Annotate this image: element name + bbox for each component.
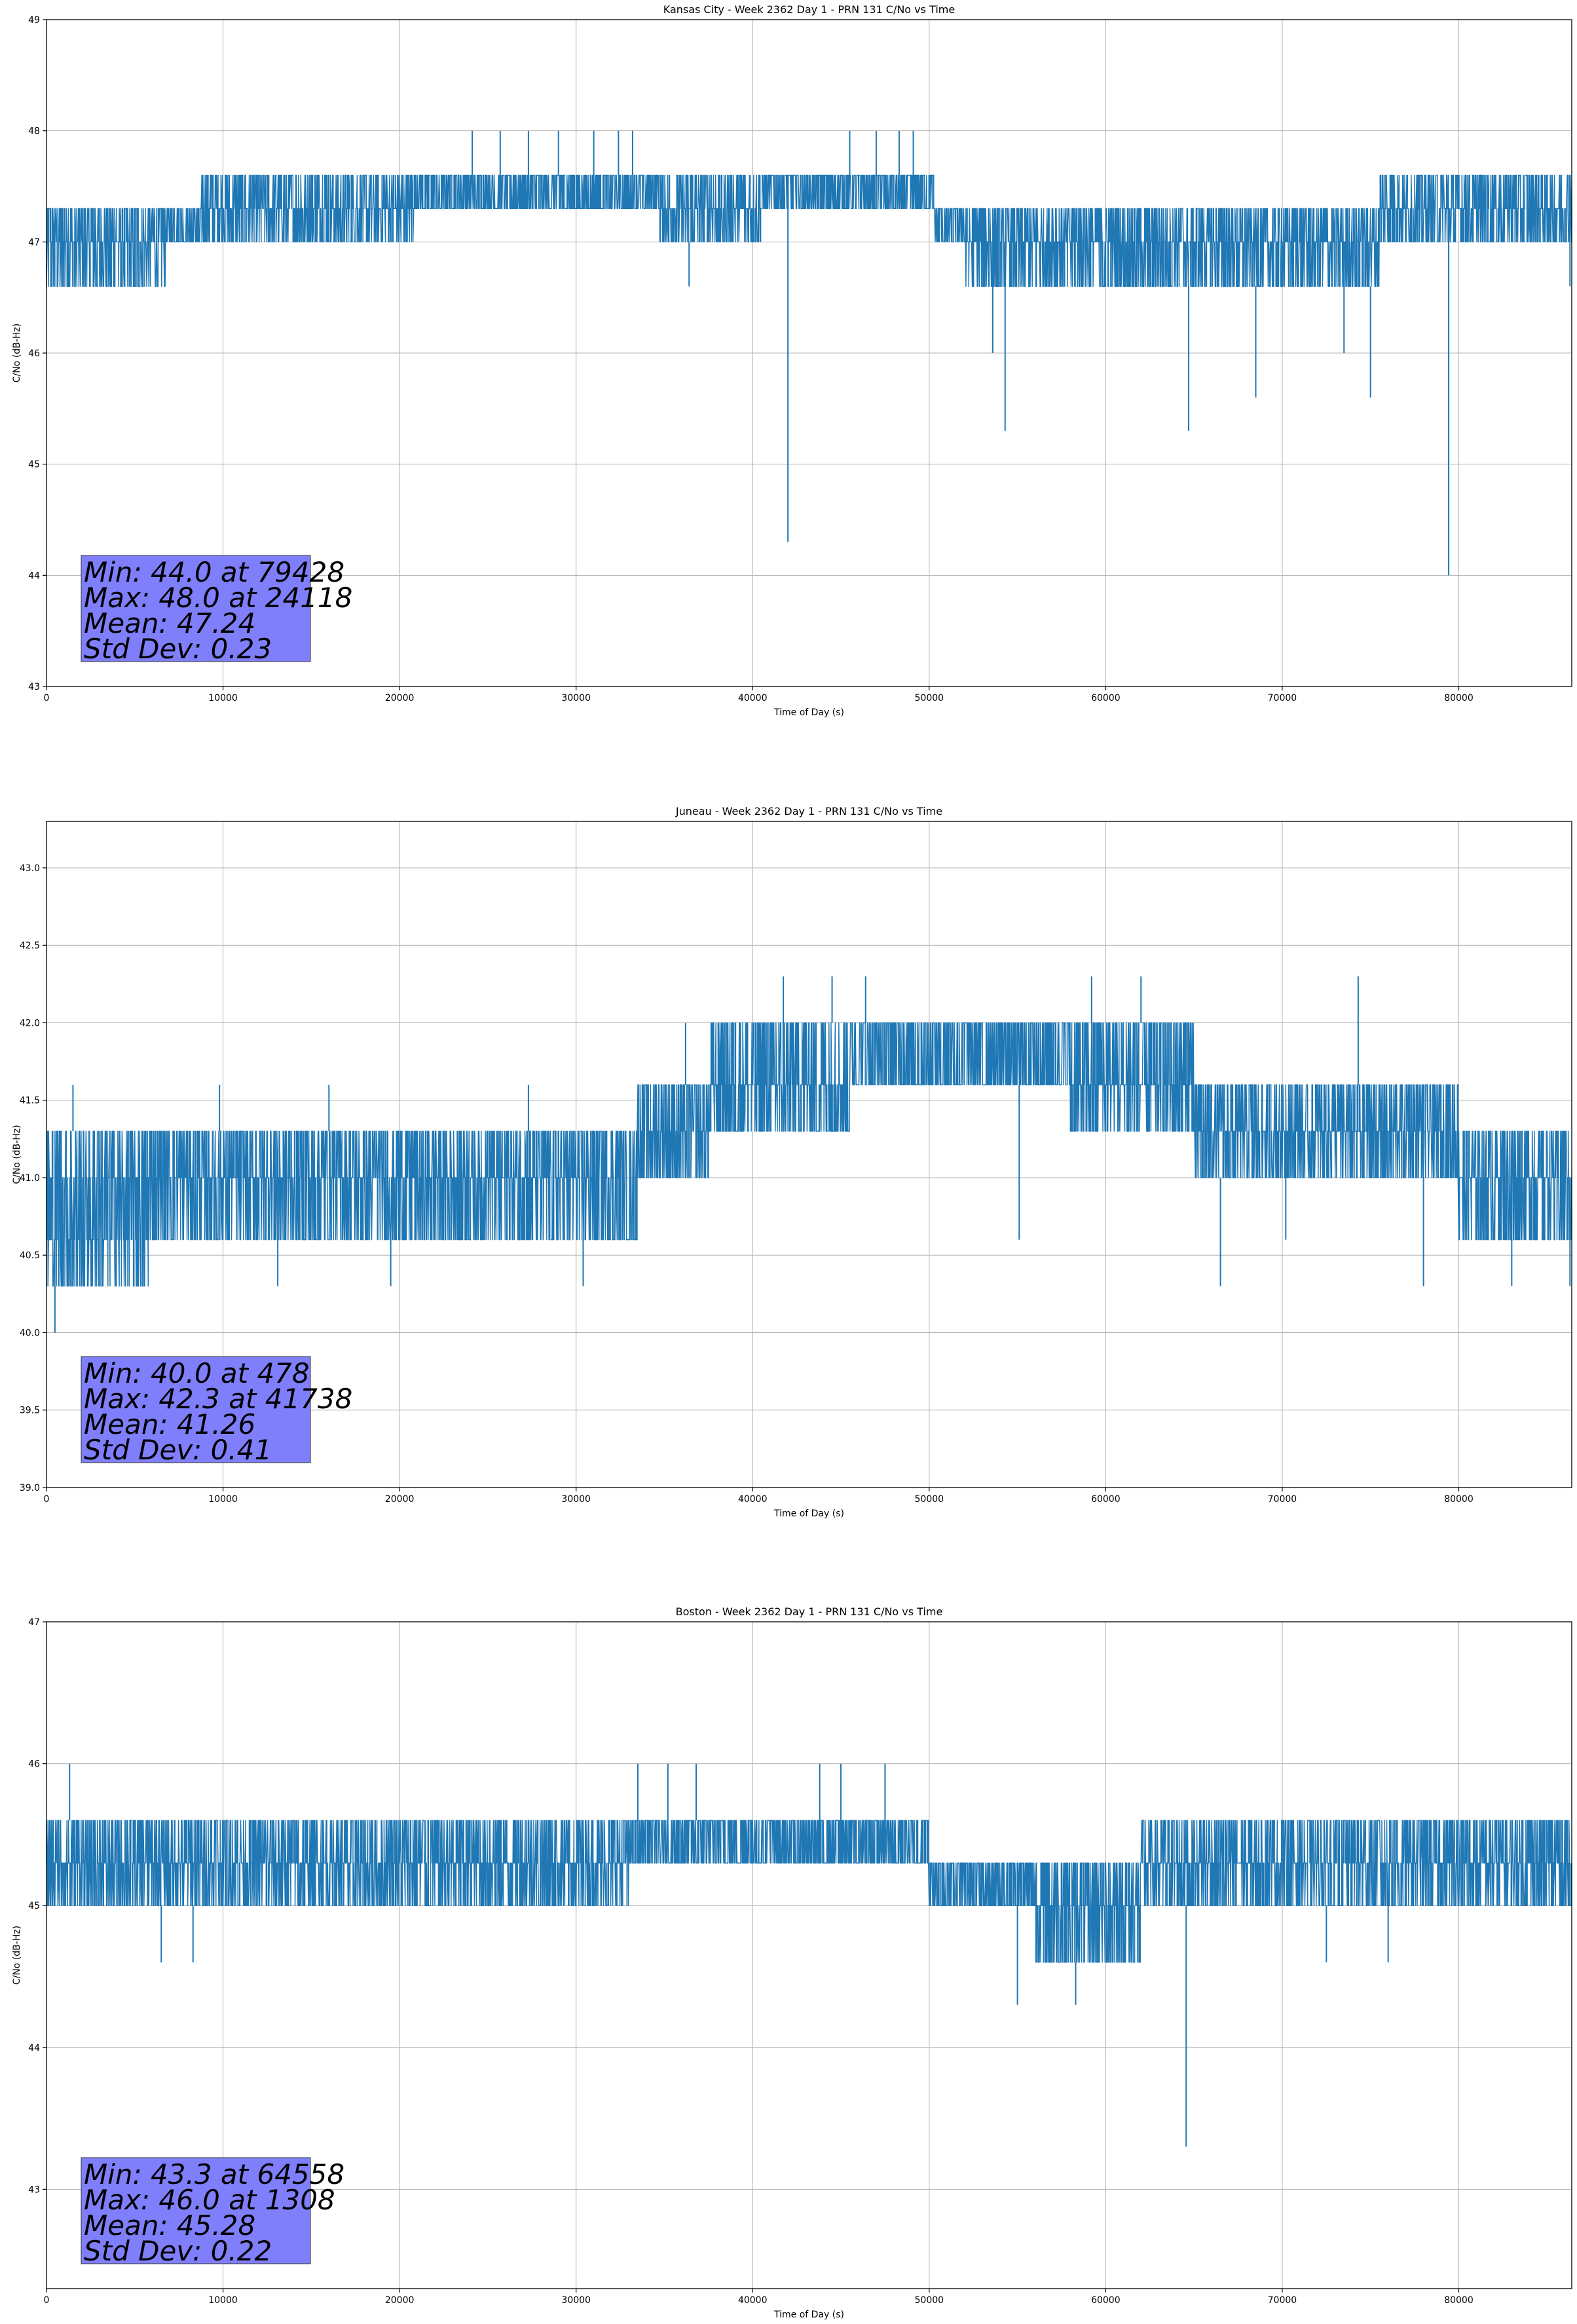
x-tick-label: 0 bbox=[44, 693, 50, 703]
stats-line: Min: 44.0 at 79428 bbox=[84, 556, 344, 588]
x-tick-label: 60000 bbox=[1091, 693, 1121, 703]
x-tick-label: 20000 bbox=[385, 693, 415, 703]
y-tick-label: 45 bbox=[28, 460, 40, 470]
stats-line: Max: 42.3 at 41738 bbox=[84, 1383, 352, 1415]
y-tick-label: 48 bbox=[28, 126, 40, 137]
chart-1: 0 10000 20000 30000 40000 50000 60000 70000 8000… bbox=[12, 805, 1572, 1519]
stats-line: Mean: 45.28 bbox=[84, 2209, 255, 2241]
x-tick-label: 10000 bbox=[208, 2295, 238, 2306]
y-axis-label: C/No (dB-Hz) bbox=[12, 1125, 22, 1184]
y-tick-label: 43.0 bbox=[20, 863, 40, 874]
y-tick-label: 43 bbox=[28, 682, 40, 692]
y-tick-label: 41.5 bbox=[20, 1096, 40, 1106]
stats-box bbox=[81, 555, 311, 662]
plot-frame bbox=[46, 821, 1572, 1488]
x-tick-label: 80000 bbox=[1444, 1494, 1474, 1505]
stats-line: Max: 46.0 at 1308 bbox=[84, 2184, 335, 2216]
data-series-line bbox=[46, 174, 1572, 287]
y-tick-label: 42.5 bbox=[20, 941, 40, 951]
x-tick-label: 0 bbox=[44, 2295, 50, 2306]
y-tick-label: 44 bbox=[28, 571, 40, 581]
chart-0: 0 10000 20000 30000 40000 50000 60000 70000 8000… bbox=[12, 3, 1572, 718]
stats-line: Std Dev: 0.41 bbox=[84, 1434, 272, 1466]
stats-box bbox=[81, 2157, 311, 2264]
stats-line: Std Dev: 0.23 bbox=[84, 633, 272, 665]
x-tick-label: 70000 bbox=[1268, 693, 1297, 703]
x-tick-label: 80000 bbox=[1444, 2295, 1474, 2306]
stats-line: Std Dev: 0.22 bbox=[84, 2235, 272, 2267]
x-axis-label: Time of Day (s) bbox=[773, 2310, 844, 2320]
stats-line: Mean: 47.24 bbox=[84, 607, 255, 639]
x-tick-label: 60000 bbox=[1091, 2295, 1121, 2306]
x-tick-label: 70000 bbox=[1268, 1494, 1297, 1505]
y-tick-label: 46 bbox=[28, 1759, 40, 1770]
x-tick-label: 40000 bbox=[738, 693, 768, 703]
y-tick-label: 49 bbox=[28, 15, 40, 26]
y-tick-label: 46 bbox=[28, 348, 40, 359]
stats-line: Min: 43.3 at 64558 bbox=[84, 2158, 344, 2190]
y-tick-label: 42.0 bbox=[20, 1018, 40, 1028]
stats-box bbox=[81, 1356, 311, 1463]
x-axis-label: Time of Day (s) bbox=[773, 707, 844, 718]
y-tick-label: 39.0 bbox=[20, 1483, 40, 1493]
x-tick-label: 10000 bbox=[208, 693, 238, 703]
x-tick-label: 40000 bbox=[738, 1494, 768, 1505]
x-tick-label: 30000 bbox=[561, 693, 591, 703]
chart-2: 0 10000 20000 30000 40000 50000 60000 70000 8000… bbox=[12, 1605, 1572, 2320]
x-tick-label: 80000 bbox=[1444, 693, 1474, 703]
y-axis-label: C/No (dB-Hz) bbox=[12, 324, 22, 383]
data-series-line bbox=[46, 1820, 1572, 1963]
x-tick-label: 50000 bbox=[915, 693, 944, 703]
y-axis-label: C/No (dB-Hz) bbox=[12, 1926, 22, 1985]
x-tick-label: 70000 bbox=[1268, 2295, 1297, 2306]
x-tick-label: 30000 bbox=[561, 2295, 591, 2306]
y-tick-label: 45 bbox=[28, 1901, 40, 1911]
stats-line: Max: 48.0 at 24118 bbox=[84, 582, 352, 614]
chart-title: Juneau - Week 2362 Day 1 - PRN 131 C/No … bbox=[675, 805, 942, 817]
x-tick-label: 50000 bbox=[915, 1494, 944, 1505]
y-tick-label: 43 bbox=[28, 2184, 40, 2195]
y-tick-label: 40.0 bbox=[20, 1328, 40, 1338]
chart-title: Boston - Week 2362 Day 1 - PRN 131 C/No … bbox=[676, 1605, 943, 1618]
y-tick-label: 41.0 bbox=[20, 1173, 40, 1184]
x-tick-label: 50000 bbox=[915, 2295, 944, 2306]
y-tick-label: 47 bbox=[28, 1617, 40, 1628]
x-tick-label: 60000 bbox=[1091, 1494, 1121, 1505]
plot-frame bbox=[46, 1621, 1572, 2289]
x-tick-label: 0 bbox=[44, 1494, 50, 1505]
y-tick-label: 44 bbox=[28, 2043, 40, 2053]
stats-line: Min: 40.0 at 478 bbox=[84, 1357, 310, 1389]
x-tick-label: 30000 bbox=[561, 1494, 591, 1505]
x-tick-label: 10000 bbox=[208, 1494, 238, 1505]
x-axis-label: Time of Day (s) bbox=[773, 1509, 844, 1519]
chart-title: Kansas City - Week 2362 Day 1 - PRN 131 … bbox=[663, 3, 955, 16]
stats-line: Mean: 41.26 bbox=[84, 1408, 255, 1440]
data-series-line bbox=[46, 1022, 1572, 1287]
x-tick-label: 20000 bbox=[385, 1494, 415, 1505]
y-tick-label: 40.5 bbox=[20, 1250, 40, 1261]
x-tick-label: 20000 bbox=[385, 2295, 415, 2306]
y-tick-label: 47 bbox=[28, 237, 40, 248]
x-tick-label: 40000 bbox=[738, 2295, 768, 2306]
y-tick-label: 39.5 bbox=[20, 1406, 40, 1416]
